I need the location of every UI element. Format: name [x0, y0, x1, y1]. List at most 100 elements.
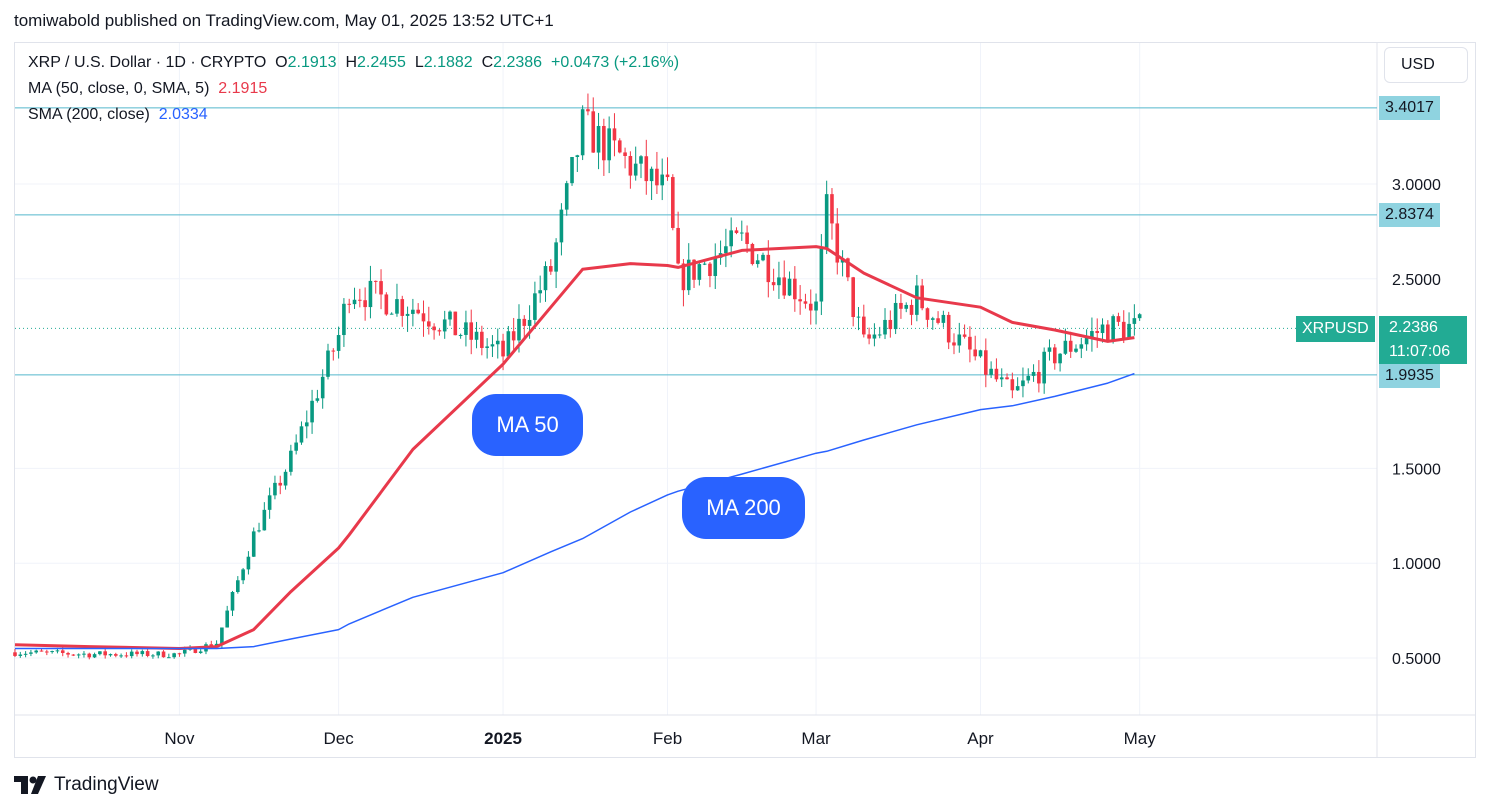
- candle-up: [495, 340, 500, 345]
- candle-down: [416, 309, 420, 314]
- currency-button[interactable]: USD: [1384, 47, 1468, 83]
- candle-up: [315, 398, 320, 401]
- candle-up: [1079, 344, 1084, 349]
- candle-down: [708, 263, 712, 277]
- candle-down: [920, 285, 924, 309]
- candle-up: [251, 531, 256, 557]
- sma200-label: SMA (200, close): [28, 106, 150, 123]
- candle-up: [755, 260, 760, 265]
- y-tick-label: 2.5000: [1392, 272, 1441, 289]
- candle-down: [591, 111, 596, 153]
- candle-down: [750, 243, 755, 265]
- candle-down: [602, 125, 606, 161]
- candle-up: [273, 482, 277, 496]
- candle-down: [453, 311, 458, 336]
- candle-up: [538, 290, 542, 294]
- candle-up: [915, 285, 919, 315]
- candle-down: [745, 232, 749, 244]
- candle-up: [108, 654, 113, 656]
- candle-up: [55, 650, 60, 652]
- candle-up: [220, 627, 224, 644]
- candle-up: [1031, 371, 1036, 376]
- candle-down: [71, 654, 76, 656]
- tradingview-brand: TradingView: [54, 774, 159, 795]
- candle-up: [262, 509, 267, 531]
- candle-down: [66, 652, 70, 655]
- resistance-mid-tag: 2.8374: [1379, 203, 1440, 227]
- ma50-line: [14, 245, 1135, 650]
- candle-up: [1026, 375, 1031, 381]
- candle-up: [978, 350, 983, 357]
- candle-up: [411, 309, 415, 314]
- candle-up: [257, 530, 261, 532]
- candle-up: [289, 450, 293, 472]
- candle-down: [469, 322, 474, 340]
- candle-up: [241, 569, 245, 581]
- candle-up: [1100, 324, 1105, 334]
- x-tick-label: Feb: [653, 729, 682, 748]
- chart-frame[interactable]: [14, 42, 1476, 758]
- sma200-legend[interactable]: SMA (200, close) 2.0334: [28, 106, 208, 124]
- candle-up: [941, 314, 946, 323]
- tradingview-logo[interactable]: TradingView: [14, 774, 159, 796]
- candle-down: [113, 654, 118, 656]
- ma50-callout: MA 50: [472, 394, 583, 456]
- candle-down: [936, 318, 940, 323]
- candle-down: [60, 650, 65, 653]
- candle-down: [1121, 321, 1126, 339]
- candle-down: [480, 331, 484, 348]
- candle-down: [655, 168, 659, 186]
- candle-down: [1005, 377, 1009, 380]
- close-label: C: [481, 54, 494, 71]
- sma200-value: 2.0334: [158, 106, 208, 123]
- candle-up: [236, 580, 240, 593]
- candle-up: [405, 313, 410, 316]
- resistance-high-tag: 3.4017: [1379, 96, 1440, 120]
- candle-down: [363, 300, 367, 308]
- candle-down: [501, 340, 505, 357]
- ma50-legend[interactable]: MA (50, close, 0, SMA, 5) 2.1915: [28, 80, 267, 98]
- candle-up: [267, 495, 272, 510]
- candle-down: [177, 653, 182, 655]
- candle-down: [771, 282, 776, 286]
- candle-down: [384, 294, 389, 315]
- candle-up: [246, 556, 251, 570]
- candle-up: [729, 230, 733, 247]
- candle-up: [50, 651, 54, 653]
- candle-down: [103, 651, 107, 656]
- candle-up: [129, 651, 134, 657]
- candle-down: [511, 331, 516, 341]
- candle-down: [899, 302, 903, 309]
- high-label: H: [345, 54, 358, 71]
- candle-up: [336, 335, 341, 351]
- candle-down: [862, 316, 866, 335]
- candle-down: [946, 314, 951, 343]
- candle-up: [442, 319, 447, 332]
- candle-up: [283, 471, 288, 486]
- candle-down: [87, 653, 92, 658]
- candle-up: [1015, 386, 1020, 391]
- symbol-legend[interactable]: XRP / U.S. Dollar · 1D · CRYPTO O2.1913 …: [28, 54, 679, 72]
- candle-down: [278, 482, 283, 486]
- candle-up: [883, 319, 887, 335]
- candle-up: [299, 426, 304, 443]
- candle-up: [156, 651, 161, 656]
- candle-up: [639, 156, 643, 164]
- candle-up: [326, 350, 330, 377]
- candle-up: [395, 299, 399, 314]
- candle-down: [909, 304, 914, 315]
- candle-up: [151, 655, 155, 657]
- candle-up: [342, 303, 346, 336]
- candle-down: [437, 330, 442, 332]
- candle-down: [331, 350, 336, 352]
- low-label: L: [414, 54, 424, 71]
- candle-up: [23, 653, 28, 655]
- candle-up: [554, 242, 558, 272]
- candle-up: [76, 654, 81, 656]
- candle-up: [1074, 348, 1078, 352]
- candle-up: [570, 156, 574, 184]
- bar-countdown: 11:07:06: [1389, 343, 1451, 360]
- high-value: 2.2455: [357, 54, 406, 71]
- candle-up: [490, 344, 495, 347]
